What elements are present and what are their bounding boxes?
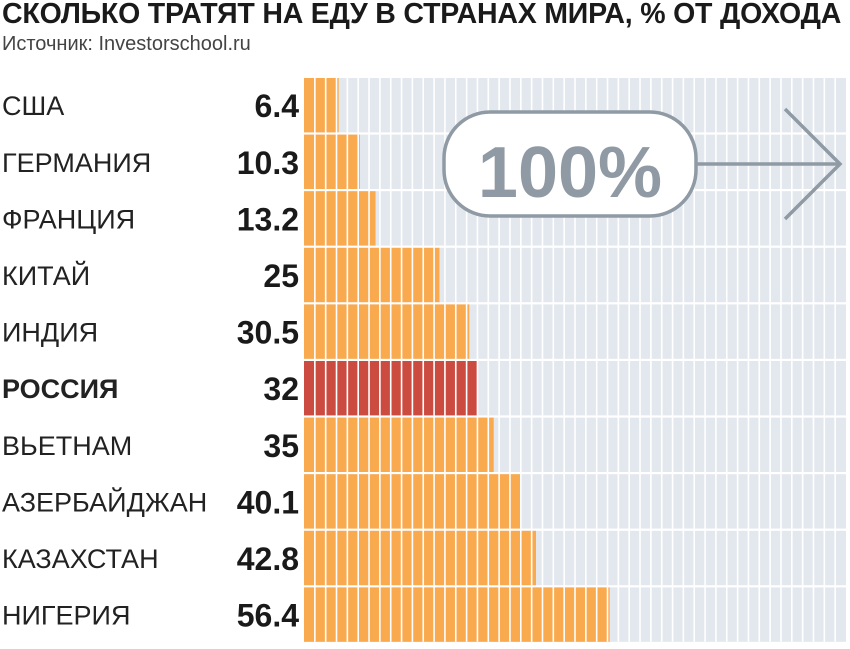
bar-0 [304,78,339,133]
value-label: 32 [263,371,299,407]
category-label: РОССИЯ [2,374,118,404]
bar-4 [304,304,470,359]
bar-6 [304,417,494,472]
bar-9 [304,587,610,642]
labels-group: США 6.4 ГЕРМАНИЯ 10.3 ФРАНЦИЯ 13.2 КИТАЙ 25 ИНДИ… [2,88,299,633]
category-label: НИГЕРИЯ [2,601,130,631]
value-label: 40.1 [237,484,299,520]
bar-3 [304,247,440,303]
value-label: 56.4 [237,598,299,634]
value-label: 35 [263,428,299,464]
bar-8 [304,530,536,586]
value-label: 25 [263,258,299,294]
category-label: США [2,91,64,121]
badge-label: 100% [478,133,662,213]
chart-title: СКОЛЬКО ТРАТЯТ НА ЕДУ В СТРАНАХ МИРА, % … [2,0,842,30]
value-label: 42.8 [237,541,299,577]
category-label: КИТАЙ [2,260,90,291]
bars-group [304,78,610,642]
value-label: 13.2 [237,201,299,237]
value-label: 10.3 [237,145,299,181]
chart-source: Источник: Investorschool.ru [2,33,251,55]
bar-1 [304,134,360,189]
arrow-head-icon [783,107,843,221]
category-label: АЗЕРБАЙДЖАН [2,486,207,517]
category-label: ГЕРМАНИЯ [2,148,151,178]
value-label: 6.4 [255,88,300,124]
category-label: ВЬЕТНАМ [2,431,132,461]
category-label: КАЗАХСТАН [2,544,159,574]
badge-100-percent: 100% [442,107,843,221]
category-label: ФРАНЦИЯ [2,204,135,234]
bar-2 [304,191,376,246]
category-label: ИНДИЯ [2,318,98,348]
value-label: 30.5 [237,315,299,351]
